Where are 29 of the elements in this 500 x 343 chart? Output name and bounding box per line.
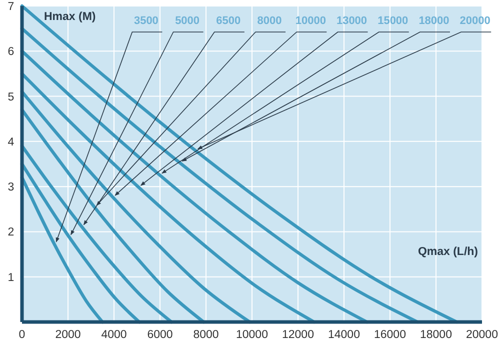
y-tick-label: 3 [8,182,14,194]
y-tick-label: 6 [8,46,14,58]
y-axis-title: Hmax (M) [44,11,96,23]
y-tick-label: 5 [8,91,14,104]
text: 5000 [175,15,200,27]
text: 3500 [134,15,158,27]
x-tick-label: 16000 [374,329,406,341]
y-tick-label: 4 [8,136,15,148]
y-tick-label: 1 [8,272,14,284]
text: 10000 [295,15,326,27]
text: 15000 [378,15,408,27]
x-tick-label: 4000 [101,329,127,341]
text: 18000 [418,15,450,27]
text: 6500 [216,15,241,27]
x-axis-title: Qmax (L/h) [418,246,478,258]
x-tick-label: 14000 [328,329,360,341]
x-tick-label: 18000 [420,329,452,341]
x-tick-label: 20000 [466,329,498,341]
text: 20000 [460,15,490,27]
x-tick-label: 2000 [55,329,81,341]
y-tick-label: 7 [8,1,14,13]
x-tick-label: 10000 [236,329,268,341]
x-tick-label: 8000 [193,329,219,341]
text: 13000 [336,15,368,27]
x-tick-label: 0 [18,329,26,341]
text: 8000 [257,15,282,27]
y-tick-label: 2 [8,226,14,239]
x-tick-label: 12000 [282,329,314,341]
x-tick-label: 6000 [147,329,173,341]
